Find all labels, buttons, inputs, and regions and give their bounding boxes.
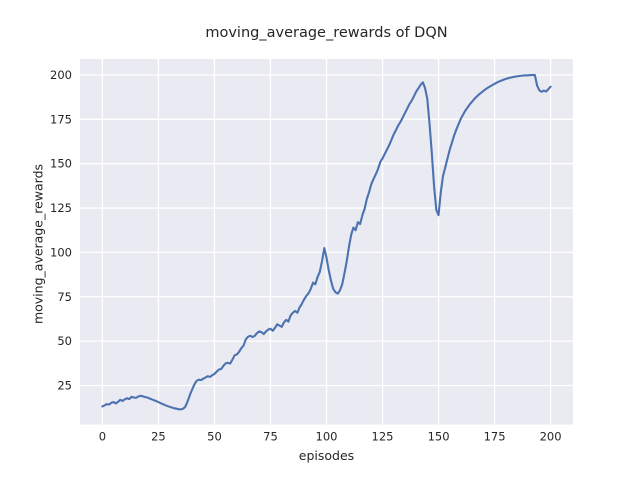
y-tick-label: 25 (57, 378, 72, 392)
y-tick-label: 100 (50, 245, 72, 259)
x-tick-label: 50 (207, 430, 222, 444)
x-tick-label: 175 (484, 430, 506, 444)
x-tick-label: 125 (372, 430, 394, 444)
x-tick-label: 0 (99, 430, 106, 444)
y-tick-label: 50 (57, 334, 72, 348)
y-tick-label: 200 (50, 68, 72, 82)
x-tick-label: 150 (428, 430, 450, 444)
y-tick-label: 125 (50, 201, 72, 215)
chart-title: moving_average_rewards of DQN (205, 25, 448, 41)
y-tick-label: 175 (50, 112, 72, 126)
data-line-moving_average_rewards (101, 74, 552, 411)
y-tick-label: 75 (57, 290, 72, 304)
y-tick-label: 150 (50, 157, 72, 171)
x-tick-label: 100 (316, 430, 338, 444)
y-axis-label-text: moving_average_rewards (30, 163, 46, 325)
x-axis-label: episodes (298, 448, 355, 463)
x-tick-label: 200 (540, 430, 562, 444)
x-tick-label: 25 (151, 430, 166, 444)
x-tick-label: 75 (263, 430, 278, 444)
